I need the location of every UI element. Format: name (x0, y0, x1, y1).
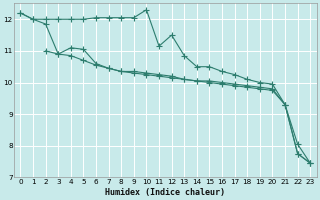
X-axis label: Humidex (Indice chaleur): Humidex (Indice chaleur) (105, 188, 225, 197)
